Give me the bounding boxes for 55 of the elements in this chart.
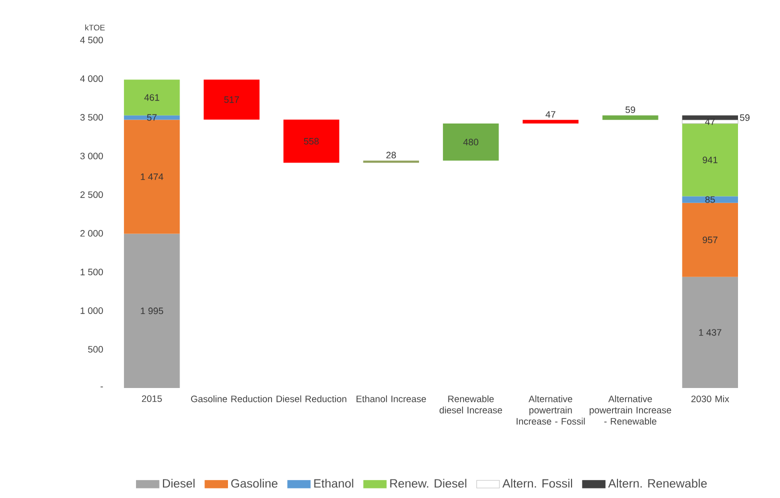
data-label: 1 995 (140, 308, 164, 314)
bar (682, 276, 738, 388)
y-tick-label: - (100, 386, 103, 388)
legend-label: Gasoline (231, 478, 278, 488)
bar (283, 120, 340, 163)
bar (124, 80, 180, 116)
y-tick-label: 3 500 (80, 114, 103, 121)
bar (204, 80, 260, 120)
x-tick-label: Ethanol Increase (356, 395, 426, 402)
data-label: 941 (702, 156, 718, 164)
data-label: 47 (546, 111, 556, 118)
x-tick-label: Gasoline Reduction (191, 395, 272, 402)
y-tick-label: 1 500 (80, 268, 103, 276)
bar (124, 120, 180, 234)
bar (442, 124, 499, 161)
data-label: 461 (144, 94, 160, 101)
y-tick-label: 1 000 (80, 307, 103, 314)
legend-label: Renew. Diesel (390, 478, 466, 488)
data-label: 85 (705, 196, 715, 203)
y-axis-title: kTOE (85, 24, 105, 30)
x-tick-label: Alternative powertrain Increase - Renewable (590, 395, 672, 425)
bar (682, 196, 738, 203)
y-tick-label: 4 000 (80, 75, 103, 82)
bar (682, 120, 738, 124)
y-tick-label: 2 500 (80, 191, 103, 198)
bar (682, 115, 738, 120)
x-tick-label: Alternative powertrain Increase - Fossil (516, 395, 585, 425)
legend-label: Ethanol (314, 478, 354, 488)
x-tick-label: Renewable diesel Increase (440, 395, 502, 414)
data-label: 517 (224, 96, 239, 103)
y-tick-label: 3 000 (80, 152, 103, 160)
data-label: 59 (626, 106, 636, 114)
y-tick-label: 500 (88, 346, 103, 353)
legend-label: Diesel (162, 478, 195, 488)
data-label: 957 (702, 236, 718, 244)
data-label: 558 (304, 138, 319, 145)
data-label: 28 (386, 152, 396, 158)
legend-label: Altern. Fossil (502, 478, 572, 488)
bar (124, 234, 180, 388)
x-tick-label: Diesel Reduction (276, 395, 346, 402)
bar (522, 120, 579, 124)
data-label: 480 (463, 138, 478, 146)
legend-label: Altern. Renewable (608, 478, 707, 488)
x-tick-label: 2015 (142, 395, 162, 402)
data-label: 1 474 (140, 174, 164, 180)
data-label: 59 (740, 114, 750, 121)
y-tick-label: 4 500 (80, 36, 103, 44)
x-tick-label: 2030 Mix (691, 395, 730, 402)
data-label: 47 (705, 118, 715, 125)
bar (602, 115, 658, 120)
data-label: 1 437 (699, 329, 722, 336)
bar (682, 124, 738, 196)
data-label: 57 (147, 114, 157, 121)
y-tick-label: 2 000 (80, 230, 103, 237)
bar (682, 202, 738, 277)
